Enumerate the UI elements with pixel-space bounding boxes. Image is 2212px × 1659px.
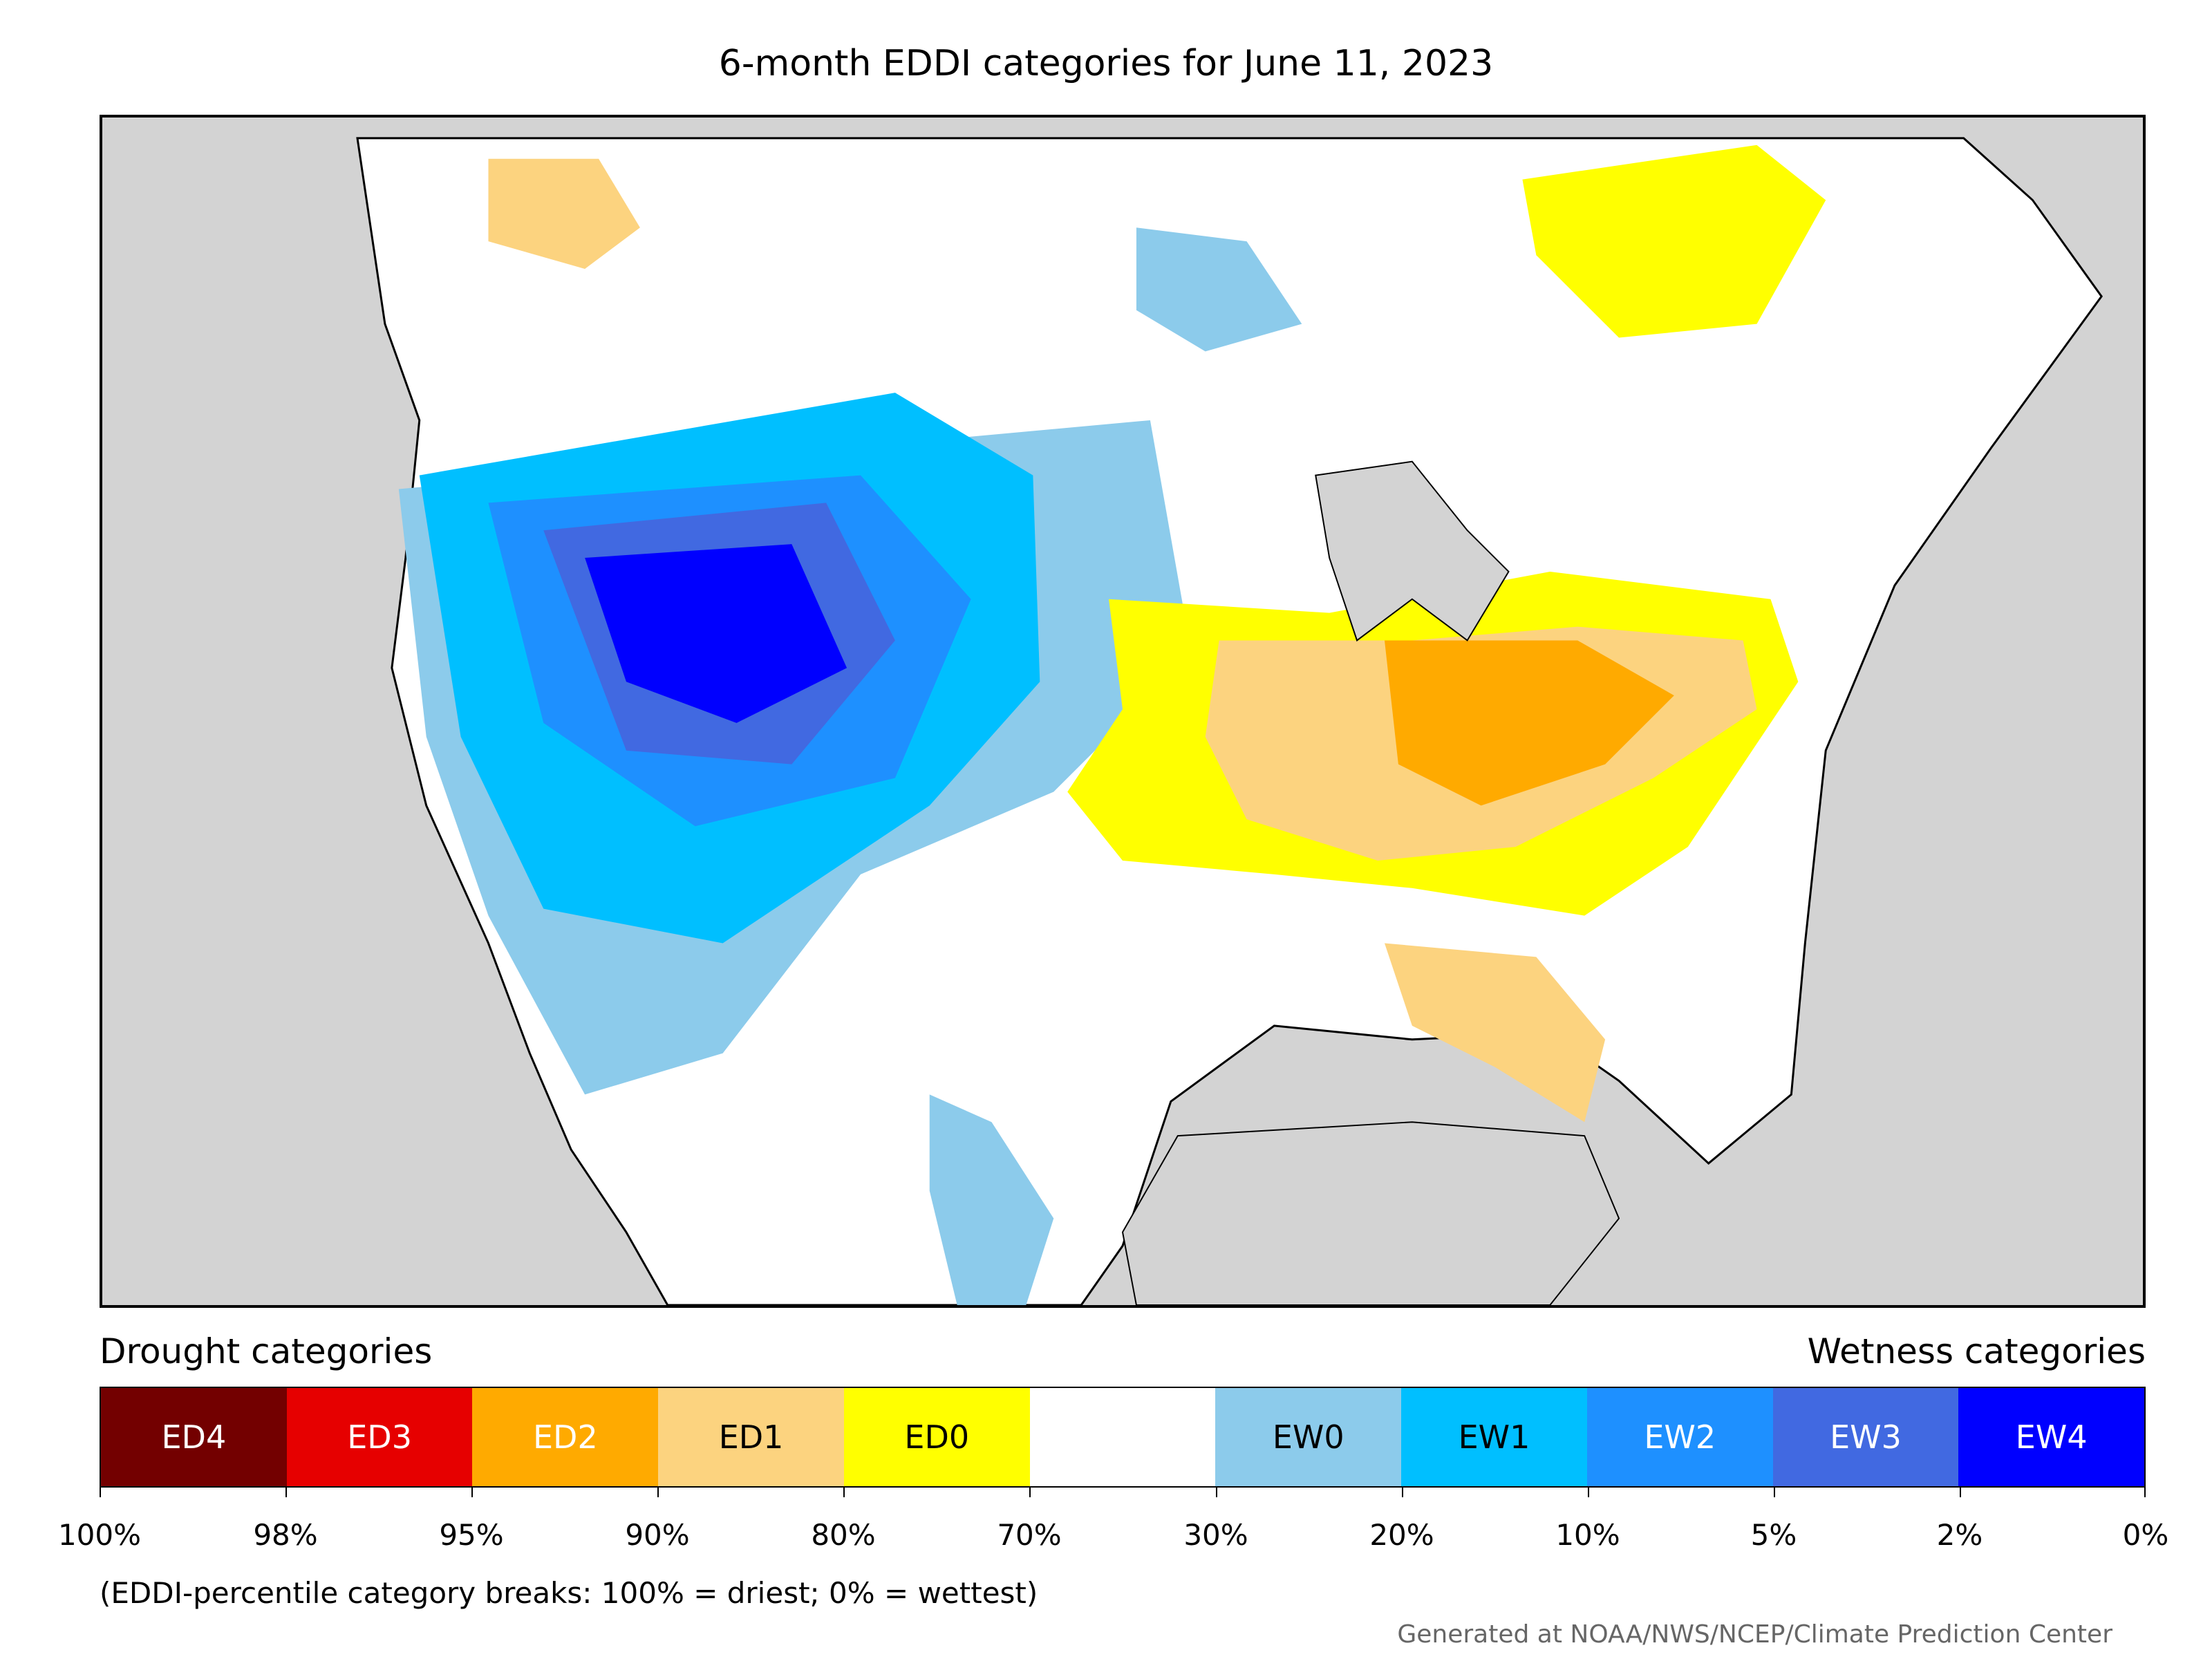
legend-cell-normal: [1029, 1388, 1216, 1486]
tick-mark: [471, 1488, 473, 1497]
legend-cell-ew3: EW3: [1772, 1388, 1959, 1486]
tick-label: 80%: [811, 1518, 876, 1552]
gulf-of-mexico: [1121, 1121, 1620, 1305]
drought-categories-heading: Drought categories: [100, 1331, 433, 1371]
legend-cell-ed1: ED1: [658, 1388, 844, 1486]
tick-mark: [1216, 1488, 1217, 1497]
category-footnote: (EDDI-percentile category breaks: 100% =…: [100, 1576, 1038, 1610]
legend-cell-ew1: EW1: [1401, 1388, 1587, 1486]
dry-region-ed2: [1384, 640, 1674, 806]
eddi-map: [100, 115, 2146, 1308]
tick-mark: [1774, 1488, 1775, 1497]
tick-label: 0%: [2122, 1518, 2169, 1552]
tick-mark: [1960, 1488, 1961, 1497]
tick-label: 10%: [1555, 1518, 1620, 1552]
legend-cell-ew0: EW0: [1215, 1388, 1402, 1486]
tick-label: 90%: [625, 1518, 690, 1552]
great-lakes: [1315, 460, 1510, 642]
credit-line: Generated at NOAA/NWS/NCEP/Climate Predi…: [1397, 1620, 2112, 1649]
tick-mark: [657, 1488, 659, 1497]
tick-mark: [843, 1488, 845, 1497]
legend-cell-ed4: ED4: [101, 1388, 287, 1486]
percentile-ticks: 100% 98% 95% 90% 80% 70% 30% 20% 10% 5% 2% 0%: [58, 1488, 2168, 1557]
tick-label: 20%: [1369, 1518, 1434, 1552]
legend-cell-ew2: EW2: [1586, 1388, 1773, 1486]
tick-label: 95%: [439, 1518, 504, 1552]
tick-mark: [1029, 1488, 1031, 1497]
tick-label: 5%: [1750, 1518, 1797, 1552]
tick-mark: [1588, 1488, 1589, 1497]
dry-region-southeast: [1384, 943, 1606, 1123]
legend-cell-ed0: ED0: [843, 1388, 1030, 1486]
tick-label: 30%: [1183, 1518, 1248, 1552]
tick-label: 100%: [57, 1518, 142, 1552]
wet-region-ew4: [585, 544, 847, 723]
tick-label: 2%: [1936, 1518, 1983, 1552]
category-colorbar: ED4 ED3 ED2 ED1 ED0 EW0 EW1 EW2 EW3 EW4: [100, 1387, 2146, 1488]
tick-mark: [100, 1488, 101, 1497]
map-canvas: [102, 118, 2143, 1305]
tick-label: 70%: [997, 1518, 1062, 1552]
tick-mark: [2144, 1488, 2146, 1497]
legend-cell-ed2: ED2: [472, 1388, 659, 1486]
wetness-categories-heading: Wetness categories: [1807, 1331, 2146, 1371]
wet-region-texas: [929, 1094, 1054, 1305]
map-title: 6-month EDDI categories for June 11, 202…: [718, 43, 1494, 84]
tick-label: 98%: [253, 1518, 318, 1552]
legend-cell-ed3: ED3: [286, 1388, 473, 1486]
tick-mark: [1402, 1488, 1403, 1497]
dry-region-bc: [488, 158, 640, 269]
legend-cell-ew4: EW4: [1958, 1388, 2145, 1486]
dry-region-ne-canada: [1522, 144, 1826, 338]
tick-mark: [285, 1488, 287, 1497]
wet-region-canada: [1136, 227, 1302, 352]
